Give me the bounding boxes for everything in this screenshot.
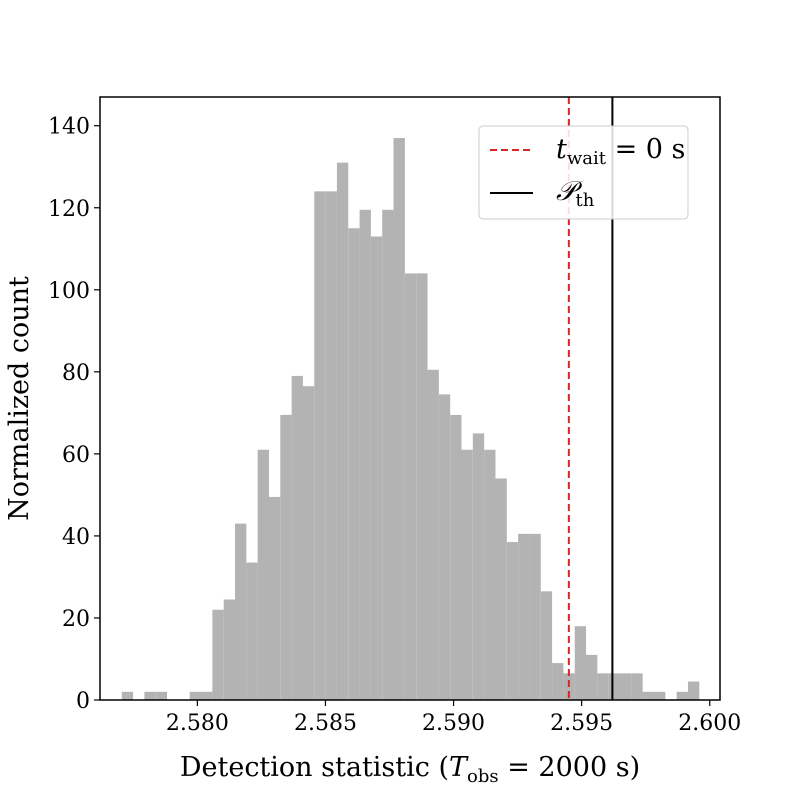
histogram-bar <box>552 663 564 700</box>
histogram-bar <box>257 449 269 700</box>
histogram-bar <box>416 273 428 700</box>
histogram-bar <box>382 209 394 700</box>
histogram-bar <box>121 691 134 700</box>
histogram-bar <box>450 414 462 700</box>
histogram-bar <box>676 691 688 700</box>
x-tick-label: 2.585 <box>294 711 357 736</box>
y-tick-label: 80 <box>62 361 90 386</box>
x-tick-label: 2.595 <box>550 711 613 736</box>
y-tick-label: 0 <box>76 689 90 714</box>
legend: twait = 0 s 𝒫th <box>478 125 689 220</box>
histogram-bar <box>586 654 598 700</box>
bars-layer <box>121 138 700 701</box>
histogram-bar <box>223 599 236 700</box>
y-tick-label: 100 <box>48 279 90 304</box>
histogram-bar <box>235 523 247 700</box>
histogram-bar <box>620 673 632 700</box>
histogram-bar <box>608 673 621 700</box>
histogram-bar <box>461 449 473 700</box>
histogram-bar <box>484 449 496 700</box>
histogram-bar <box>212 609 224 700</box>
histogram-bar <box>280 414 292 700</box>
histogram-bar <box>597 673 609 700</box>
y-tick-label: 140 <box>48 115 90 140</box>
y-tick-label: 40 <box>62 525 90 550</box>
histogram-bar <box>687 681 700 700</box>
x-axis-ticks: 2.580 2.585 2.590 2.595 2.600 <box>166 700 741 736</box>
histogram-bar <box>438 394 451 700</box>
x-tick-label: 2.590 <box>422 711 485 736</box>
plot-frame <box>99 96 721 701</box>
histogram-bar <box>268 496 281 700</box>
histogram-bar <box>359 209 371 700</box>
x-tick-label: 2.580 <box>166 711 229 736</box>
histogram-bar <box>246 562 258 700</box>
histogram-bar <box>325 191 337 701</box>
x-tick-label: 2.600 <box>678 711 741 736</box>
histogram-bar <box>201 691 213 700</box>
histogram-bar <box>144 691 156 700</box>
histogram-bar <box>540 591 553 700</box>
y-tick-label: 20 <box>62 607 90 632</box>
histogram-bar <box>314 191 326 701</box>
histogram-bar <box>189 691 202 700</box>
histogram-bar <box>370 236 383 700</box>
histogram-bar <box>427 369 439 700</box>
histogram-bar <box>574 626 587 700</box>
histogram-bar <box>393 138 405 701</box>
legend-label-wait: twait = 0 s <box>556 134 685 169</box>
histogram-bar <box>495 478 507 700</box>
y-axis-ticks: 0 20 40 60 80 100 120 140 <box>48 115 100 714</box>
histogram-bar <box>631 673 643 700</box>
histogram-bar <box>642 691 655 700</box>
histogram-bar <box>302 386 315 700</box>
histogram-bar <box>654 691 666 700</box>
histogram-bar <box>472 433 485 700</box>
histogram-bar <box>529 533 541 700</box>
y-tick-label: 120 <box>48 197 90 222</box>
y-axis-label: Normalized count <box>4 276 35 521</box>
x-axis-label: Detection statistic (Tobs = 2000 s) <box>180 752 640 787</box>
histogram-bar <box>155 691 168 700</box>
legend-box <box>478 125 689 220</box>
histogram-bar <box>291 375 303 700</box>
histogram-bar <box>506 542 519 700</box>
histogram-bar <box>518 533 530 700</box>
histogram-bar <box>336 162 349 700</box>
y-tick-label: 60 <box>62 443 90 468</box>
histogram-bar <box>348 228 360 700</box>
histogram-bar <box>404 273 417 700</box>
